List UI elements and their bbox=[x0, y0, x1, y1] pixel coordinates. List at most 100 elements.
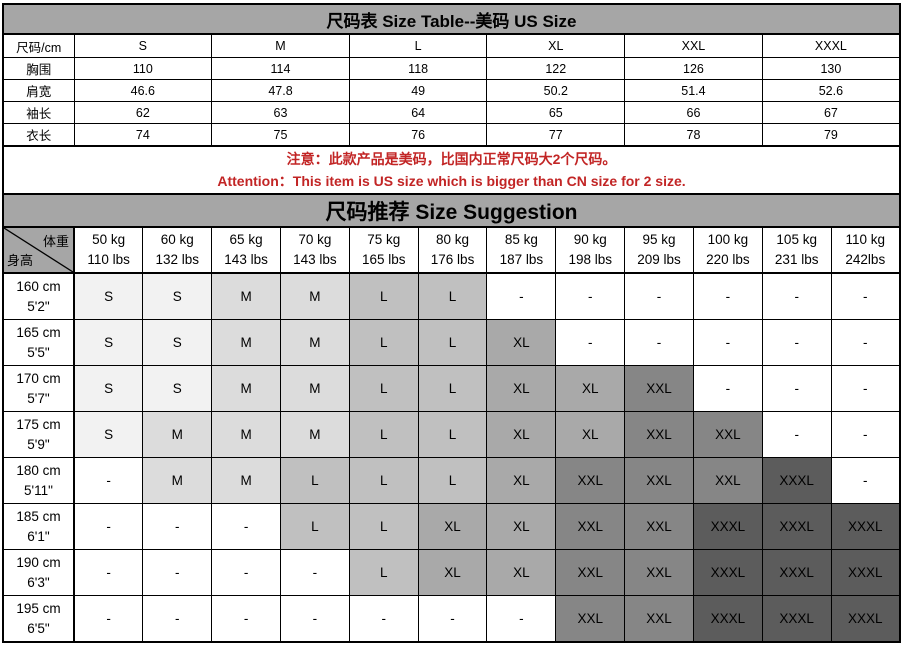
size-suggestion-cell: - bbox=[830, 457, 901, 504]
measurement-label: 衣长 bbox=[2, 123, 75, 147]
weight-header: 90 kg 198 lbs bbox=[555, 226, 626, 274]
weight-header: 70 kg 143 lbs bbox=[279, 226, 350, 274]
size-table-header-row: 尺码/cm S M L XL XXL XXXL bbox=[2, 33, 901, 58]
measurement-value: 74 bbox=[73, 123, 213, 147]
weight-kg: 90 kg bbox=[573, 231, 607, 247]
size-suggestion-cell: XL bbox=[555, 365, 626, 412]
measurement-value: 62 bbox=[73, 101, 213, 124]
measurement-value: 76 bbox=[348, 123, 488, 147]
size-suggestion-cell: - bbox=[555, 272, 626, 320]
size-suggestion-cell: - bbox=[830, 319, 901, 366]
size-suggestion-cell: M bbox=[142, 411, 213, 458]
size-suggestion-cell: - bbox=[486, 272, 557, 320]
weight-lbs: 110 lbs bbox=[87, 252, 130, 267]
size-suggestion-cell: - bbox=[211, 503, 281, 550]
size-column-header: XXL bbox=[624, 33, 763, 58]
size-suggestion-cell: - bbox=[830, 272, 901, 320]
size-suggestion-cell: M bbox=[142, 457, 213, 504]
size-suggestion-cell: XL bbox=[486, 411, 557, 458]
height-header: 195 cm 6'5" bbox=[2, 595, 75, 643]
attention-line-cn: 注意：此款产品是美码，比国内正常尺码大2个尺码。 bbox=[286, 150, 617, 167]
size-column-header: S bbox=[73, 33, 213, 58]
weight-lbs: 242lbs bbox=[845, 252, 886, 267]
size-suggestion-table: 尺码推荐 Size Suggestion 体重 身高 50 kg 110 lbs 6… bbox=[2, 193, 901, 643]
size-suggestion-cell: - bbox=[555, 319, 626, 366]
size-suggestion-cell: - bbox=[830, 411, 901, 458]
height-ft: 5'11" bbox=[24, 482, 53, 498]
size-suggestion-cell: M bbox=[211, 319, 281, 366]
size-suggestion-cell: M bbox=[211, 272, 281, 320]
size-suggestion-cell: XXL bbox=[555, 503, 626, 550]
weight-kg: 65 kg bbox=[229, 231, 263, 247]
weight-kg: 80 kg bbox=[436, 231, 470, 247]
size-suggestion-cell: M bbox=[211, 457, 281, 504]
size-suggestion-cell: S bbox=[73, 272, 144, 320]
size-suggestion-cell: - bbox=[279, 595, 350, 643]
weight-kg: 110 kg bbox=[845, 231, 886, 247]
size-suggestion-cell: - bbox=[624, 319, 694, 366]
size-suggestion-cell: S bbox=[73, 319, 144, 366]
suggestion-row: 160 cm 5'2" S S M M L L - - - - - - bbox=[2, 272, 901, 320]
measurement-value: 63 bbox=[211, 101, 350, 124]
weight-header: 105 kg 231 lbs bbox=[761, 226, 832, 274]
weight-header: 65 kg 143 lbs bbox=[211, 226, 281, 274]
suggestion-row: 185 cm 6'1" - - - L L XL XL XXL XXL XXXL XXXL XXXL bbox=[2, 503, 901, 550]
measurement-label: 袖长 bbox=[2, 101, 75, 124]
size-suggestion-cell: S bbox=[142, 365, 213, 412]
size-suggestion-cell: - bbox=[486, 595, 557, 643]
size-suggestion-cell: L bbox=[417, 272, 488, 320]
size-column-header: L bbox=[348, 33, 488, 58]
size-suggestion-cell: - bbox=[211, 595, 281, 643]
size-suggestion-cell: XXL bbox=[692, 411, 763, 458]
height-cm: 185 cm bbox=[16, 508, 61, 524]
weight-kg: 60 kg bbox=[160, 231, 194, 247]
size-suggestion-cell: - bbox=[73, 549, 144, 596]
size-suggestion-cell: XL bbox=[417, 503, 488, 550]
size-suggestion-cell: XXL bbox=[624, 365, 694, 412]
weight-header: 50 kg 110 lbs bbox=[73, 226, 144, 274]
size-column-header: XL bbox=[486, 33, 626, 58]
size-suggestion-cell: - bbox=[142, 595, 213, 643]
size-suggestion-cell: XXXL bbox=[761, 549, 832, 596]
height-ft: 5'7" bbox=[27, 390, 50, 406]
weight-label: 体重 bbox=[42, 234, 69, 249]
size-suggestion-cell: XXL bbox=[624, 503, 694, 550]
size-suggestion-cell: XXL bbox=[624, 595, 694, 643]
diagonal-line bbox=[4, 228, 73, 272]
size-suggestion-cell: - bbox=[211, 549, 281, 596]
size-suggestion-cell: L bbox=[417, 411, 488, 458]
size-suggestion-cell: XXXL bbox=[761, 503, 832, 550]
weight-lbs: 165 lbs bbox=[361, 252, 406, 267]
attention-line-en: Attention：This item is US size which is … bbox=[217, 173, 686, 189]
size-suggestion-cell: - bbox=[761, 365, 832, 412]
height-header: 170 cm 5'7" bbox=[2, 365, 75, 412]
suggestion-row: 195 cm 6'5" - - - - - - - XXL XXL XXXL XXXL XXXL bbox=[2, 595, 901, 643]
size-suggestion-cell: XL bbox=[486, 457, 557, 504]
size-table-title-row: 尺码表 Size Table--美码 US Size bbox=[2, 3, 901, 35]
size-suggestion-cell: - bbox=[761, 319, 832, 366]
size-suggestion-cell: XXL bbox=[624, 549, 694, 596]
size-suggestion-cell: - bbox=[142, 549, 213, 596]
suggestion-row: 170 cm 5'7" S S M M L L XL XL XXL - - - bbox=[2, 365, 901, 412]
size-suggestion-cell: XL bbox=[486, 365, 557, 412]
weight-height-corner-cell: 体重 身高 bbox=[2, 226, 75, 274]
size-suggestion-cell: L bbox=[348, 457, 419, 504]
size-suggestion-cell: - bbox=[624, 272, 694, 320]
weight-lbs: 220 lbs bbox=[706, 252, 750, 267]
weight-kg: 50 kg bbox=[92, 231, 126, 247]
weight-header: 100 kg 220 lbs bbox=[692, 226, 763, 274]
measurement-value: 65 bbox=[486, 101, 626, 124]
size-suggestion-cell: XXXL bbox=[692, 503, 763, 550]
size-suggestion-cell: L bbox=[348, 503, 419, 550]
size-suggestion-cell: M bbox=[211, 365, 281, 412]
size-suggestion-cell: XXL bbox=[624, 411, 694, 458]
size-suggestion-cell: M bbox=[279, 365, 350, 412]
size-suggestion-cell: - bbox=[142, 503, 213, 550]
weight-kg: 85 kg bbox=[504, 231, 538, 247]
size-suggestion-cell: XL bbox=[486, 319, 557, 366]
weight-lbs: 187 lbs bbox=[499, 252, 544, 267]
suggestion-row: 175 cm 5'9" S M M M L L XL XL XXL XXL - - bbox=[2, 411, 901, 458]
size-suggestion-cell: XXXL bbox=[761, 595, 832, 643]
size-suggestion-cell: XXL bbox=[692, 457, 763, 504]
